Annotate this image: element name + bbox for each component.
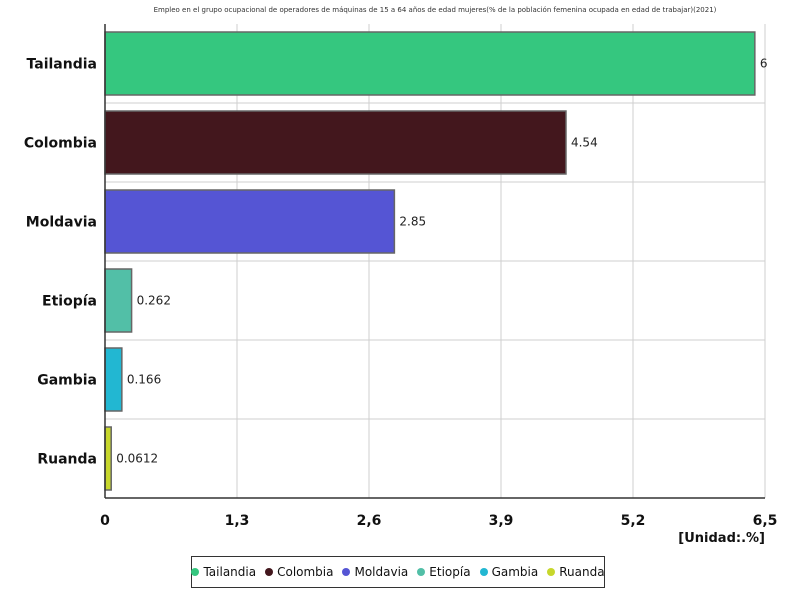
legend-color-dot: [191, 568, 200, 576]
value-label: 2.85: [399, 215, 426, 229]
unit-label: [Unidad:.%]: [678, 531, 765, 546]
legend-label: Ruanda: [559, 565, 605, 579]
legend-item-ruanda: Ruanda: [547, 565, 605, 579]
value-label: 0.0612: [116, 452, 158, 466]
legend-color-dot: [547, 568, 556, 576]
x-tick-label: 1,3: [225, 513, 250, 529]
x-axis-labels: 0 1,3 2,6 3,9 5,2 6,5: [100, 513, 777, 529]
category-label: Gambia: [37, 373, 97, 389]
chart-legend: Tailandia Colombia Moldavia Etiopía Gambia Ru…: [191, 556, 605, 588]
x-tick-label: 3,9: [489, 513, 514, 529]
legend-color-dot: [265, 568, 274, 576]
value-labels-layer: 6 4.54 2.85 0.262 0.166 0.0612: [116, 57, 767, 466]
bar-moldavia: [104, 189, 396, 254]
legend-item-moldavia: Moldavia: [342, 565, 408, 579]
legend-color-dot: [342, 568, 351, 576]
value-label: 0.262: [137, 294, 171, 308]
category-label: Colombia: [24, 136, 97, 152]
x-tick-label: 0: [100, 513, 110, 529]
value-label: 4.54: [571, 136, 598, 150]
legend-color-dot: [417, 568, 426, 576]
y-axis-labels: Tailandia Colombia Moldavia Etiopía Gambia Ru…: [24, 57, 97, 468]
x-tick-label: 5,2: [621, 513, 646, 529]
legend-item-etiopía: Etiopía: [417, 565, 471, 579]
category-label: Tailandia: [27, 57, 97, 73]
value-label: 0.166: [127, 373, 161, 387]
plot-area: 6 4.54 2.85 0.262 0.166 0.0612 Tailandia Colom…: [24, 24, 777, 529]
grid-lines: [104, 24, 766, 498]
value-label: 6: [760, 57, 768, 71]
legend-label: Tailandia: [203, 565, 257, 579]
x-tick-label: 2,6: [357, 513, 382, 529]
legend-label: Gambia: [491, 565, 539, 579]
legend-label: Colombia: [277, 565, 334, 579]
x-tick-label: 6,5: [753, 513, 778, 529]
legend-color-dot: [479, 568, 488, 576]
bar-gambia: [104, 347, 123, 412]
bar-ruanda: [104, 426, 112, 491]
chart-title: Empleo en el grupo ocupacional de operad…: [154, 6, 717, 14]
bar-tailandia: [104, 31, 756, 96]
bars-layer: [104, 31, 756, 491]
legend-label: Etiopía: [429, 565, 471, 579]
legend-item-tailandia: Tailandia: [191, 565, 256, 579]
legend-label: Moldavia: [354, 565, 409, 579]
legend-item-gambia: Gambia: [479, 565, 539, 579]
category-label: Moldavia: [26, 215, 97, 231]
category-label: Ruanda: [37, 452, 97, 468]
category-label: Etiopía: [42, 294, 97, 310]
legend-item-colombia: Colombia: [265, 565, 333, 579]
bar-colombia: [104, 110, 567, 175]
bar-etiopía: [104, 268, 133, 333]
